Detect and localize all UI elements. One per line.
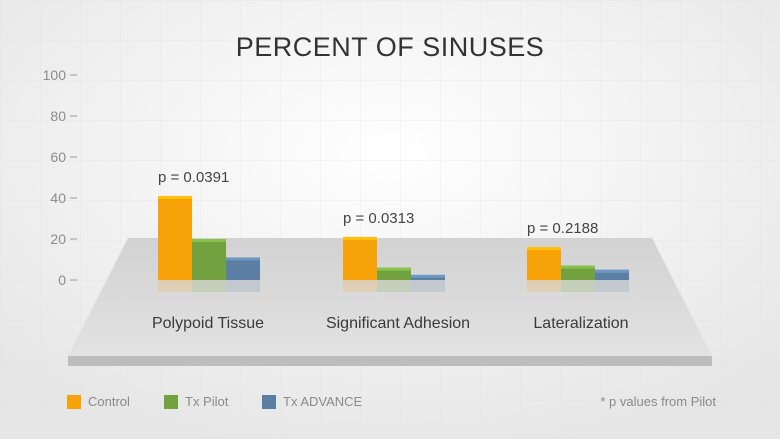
bar [561, 265, 595, 280]
legend-swatch [67, 395, 81, 409]
y-tick-label: 80 [50, 108, 66, 124]
category-label: Significant Adhesion [326, 315, 470, 332]
bar [192, 239, 226, 280]
legend-label: Tx ADVANCE [283, 394, 363, 409]
bar-reflection [226, 280, 260, 292]
chart-title: PERCENT OF SINUSES [236, 32, 545, 62]
bar-top-highlight [377, 267, 411, 271]
p-value-label: p = 0.2188 [527, 220, 598, 237]
bar-reflection [158, 280, 192, 292]
legend-swatch [164, 395, 178, 409]
bar-top-highlight [411, 274, 445, 278]
category-label: Polypoid Tissue [152, 315, 264, 332]
bar-top-highlight [527, 247, 561, 251]
bar-reflection [192, 280, 226, 292]
bar-top-highlight [192, 239, 226, 242]
bar-reflection [561, 280, 595, 292]
bar [527, 247, 561, 280]
bar-reflection [343, 280, 377, 292]
bar [595, 269, 629, 280]
legend: Control Tx Pilot Tx ADVANCE [67, 394, 363, 409]
y-axis: 0 20 40 60 80 100 [43, 67, 77, 288]
y-tick-label: 60 [50, 149, 66, 165]
legend-label: Control [88, 394, 130, 409]
category-labels: Polypoid Tissue Significant Adhesion Later… [152, 315, 629, 332]
p-value-label: p = 0.0391 [158, 169, 229, 186]
bars [158, 195, 629, 292]
bar-top-highlight [226, 257, 260, 261]
y-tick-label: 40 [50, 190, 66, 206]
legend-label: Tx Pilot [185, 394, 229, 409]
bar-top-highlight [343, 236, 377, 240]
bar-top-highlight [561, 265, 595, 269]
legend-swatch [262, 395, 276, 409]
y-tick-label: 20 [50, 231, 66, 247]
chart-platform-edge [68, 356, 712, 366]
bar [158, 195, 192, 280]
y-tick-label: 0 [58, 272, 66, 288]
footnote: * p values from Pilot [600, 394, 716, 409]
bar [343, 236, 377, 280]
bar-reflection [595, 280, 629, 292]
y-tick-label: 100 [43, 67, 67, 83]
bar-reflection [377, 280, 411, 292]
bar-reflection [411, 280, 445, 292]
bar-reflection [527, 280, 561, 292]
bar [377, 267, 411, 280]
category-label: Lateralization [533, 315, 628, 332]
bar [226, 257, 260, 280]
p-value-annotations: p = 0.0391 p = 0.0313 p = 0.2188 [158, 169, 598, 237]
bar-top-highlight [595, 269, 629, 273]
p-value-label: p = 0.0313 [343, 210, 414, 227]
bar-top-highlight [158, 195, 192, 199]
